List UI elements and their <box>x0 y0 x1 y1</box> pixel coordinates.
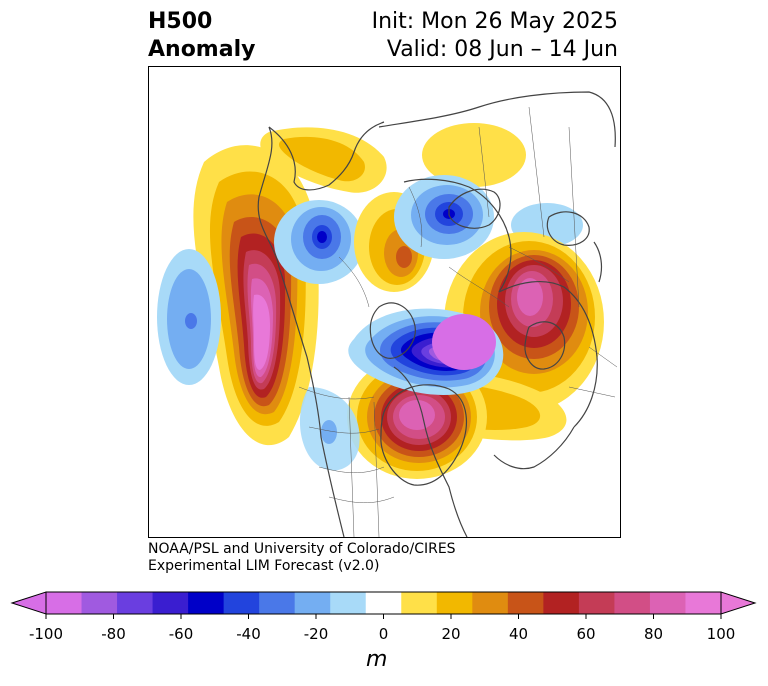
colorbar-segment <box>117 592 154 614</box>
colorbar-segment <box>472 592 509 614</box>
colorbar-tick-label: -100 <box>29 625 63 643</box>
colorbar-segment <box>436 592 473 614</box>
colorbar-segment <box>507 592 544 614</box>
credit: NOAA/PSL and University of Colorado/CIRE… <box>148 541 456 575</box>
colorbar-extend-low <box>10 591 47 615</box>
colorbar-tick-label: 60 <box>576 625 595 643</box>
coastlines <box>257 91 616 537</box>
colorbar-segment <box>614 592 651 614</box>
colorbar-segment <box>578 592 616 614</box>
colorbar-tick-label: -80 <box>101 625 126 643</box>
colorbar-segment <box>330 592 367 614</box>
map-title-line2: Anomaly <box>148 37 256 62</box>
colorbar-segments <box>45 591 722 615</box>
colorbar-segment <box>259 592 296 614</box>
init-date: Init: Mon 26 May 2025 <box>371 9 618 34</box>
trough-central-pacific <box>157 249 221 385</box>
anomaly-map <box>148 66 621 538</box>
colorbar-segment <box>294 592 331 614</box>
valid-date: Valid: 08 Jun – 14 Jun <box>386 37 618 62</box>
colorbar-segment <box>685 592 722 614</box>
trough-east-siberia <box>394 175 494 259</box>
colorbar: -100 -80 -60 -40 -20 0 20 40 60 80 100 <box>10 591 757 643</box>
colorbar-segment <box>223 592 260 614</box>
colorbar-ticks: -100 -80 -60 -40 -20 0 20 40 60 80 100 <box>29 614 735 643</box>
colorbar-tick-label: -20 <box>304 625 329 643</box>
colorbar-tick-label: 0 <box>379 625 389 643</box>
colorbar-tick-label: -40 <box>236 625 261 643</box>
colorbar-segment <box>365 592 402 614</box>
colorbar-tick-label: 20 <box>441 625 460 643</box>
colorbar-segment <box>152 592 189 614</box>
colorbar-segment <box>543 592 580 614</box>
forecast-dates: Init: Mon 26 May 2025 Valid: 08 Jun – 14… <box>372 8 618 64</box>
trough-arctic-canada <box>348 308 504 396</box>
colorbar-segment <box>649 592 687 614</box>
colorbar-extend-high <box>720 591 757 615</box>
colorbar-segment <box>81 592 118 614</box>
colorbar-tick-label: -60 <box>169 625 194 643</box>
trough-north-america <box>299 387 360 471</box>
colorbar-segment <box>401 592 438 614</box>
colorbar-unit: m <box>366 647 388 672</box>
colorbar-segment <box>46 592 83 614</box>
trough-alaska <box>274 200 364 284</box>
map-title-line1: H500 <box>148 9 213 34</box>
credit-line2: Experimental LIM Forecast (v2.0) <box>148 558 380 574</box>
colorbar-tick-label: 100 <box>707 625 736 643</box>
colorbar-tick-label: 80 <box>644 625 663 643</box>
colorbar-segment <box>188 592 225 614</box>
anomaly-map-svg <box>157 91 618 537</box>
political-borders <box>298 106 618 537</box>
ridge-north-siberia <box>422 123 526 187</box>
credit-line1: NOAA/PSL and University of Colorado/CIRE… <box>148 541 456 557</box>
colorbar-tick-label: 40 <box>509 625 528 643</box>
map-title: H500 Anomaly <box>148 8 255 64</box>
